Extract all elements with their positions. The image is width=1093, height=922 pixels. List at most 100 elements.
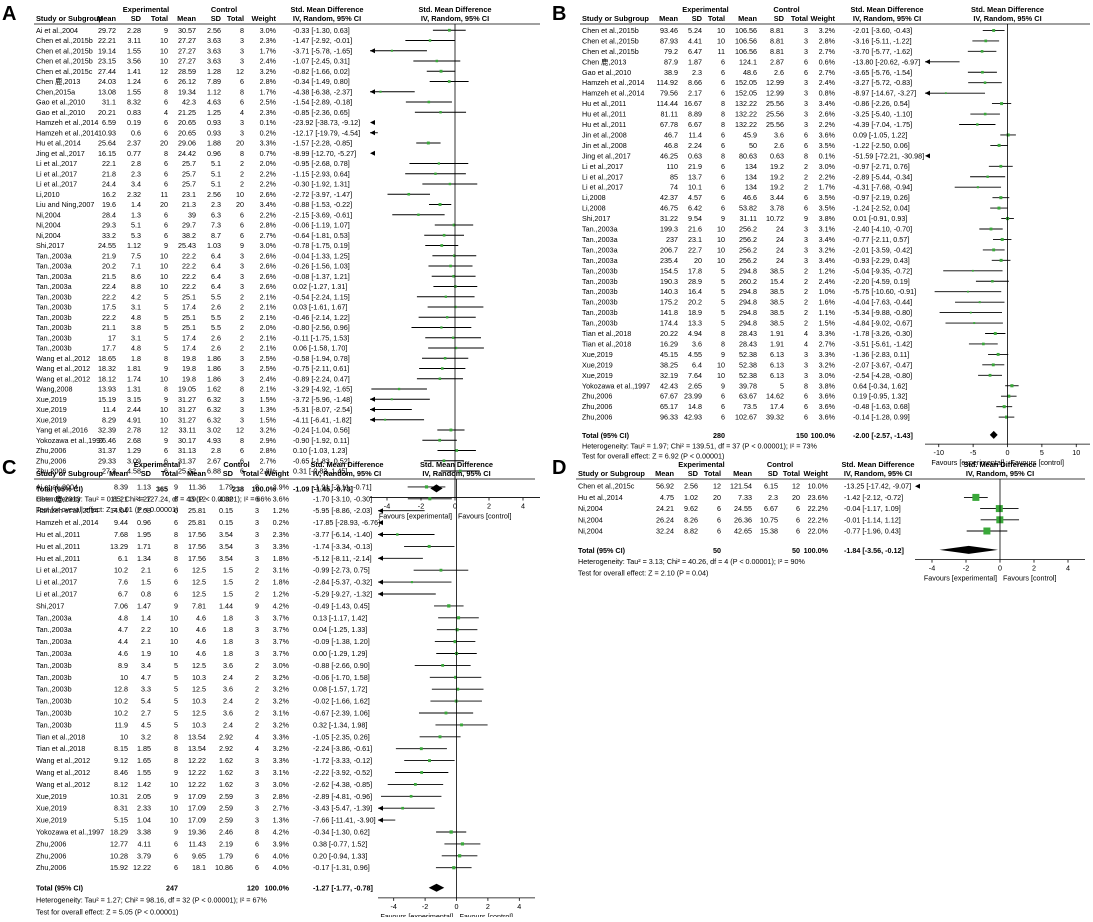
study-weight: 2.6% (819, 110, 836, 119)
ctrl-mean: 132.22 (735, 110, 757, 119)
study-ci-text: -0.89 [-2.24, 0.47] (293, 374, 350, 383)
ctrl-sd: 24 (776, 256, 784, 265)
study-weight: 2.2% (260, 169, 277, 178)
study-weight: 0.2% (260, 128, 277, 137)
exp-sd: 3.4 (131, 180, 141, 189)
study-name: Tan.,2003b (36, 685, 72, 694)
ctrl-mean: 21.25 (178, 108, 196, 117)
exp-mean: 237 (666, 235, 678, 244)
study-row: Chen et al.,2015b 23.15 3.56 10 27.27 3.63 3 2.… (36, 57, 461, 66)
ctrl-mean: 42.65 (734, 527, 752, 536)
study-row: Zhu,2006 31.37 1.29 6 31.13 2.8 6 2.8% 0.10 [-1.… (36, 446, 476, 455)
study-row: Jin et al.,2008 46.7 11.4 6 45.9 3.6 6 3.6% 0.09… (582, 130, 1016, 139)
study-weight: 3.6% (273, 494, 290, 503)
ctrl-mean: 31.27 (178, 415, 196, 424)
study-row: Li et al.,2017 74 10.1 6 134 19.2 2 1.7% -4.31 [… (582, 183, 1002, 192)
exp-mean: 31.1 (102, 98, 116, 107)
point-estimate (991, 363, 995, 367)
ctrl-total: 2 (804, 162, 808, 171)
exp-sd: 5.3 (131, 231, 141, 240)
study-ci-text: -0.30 [-1.92, 1.31] (293, 180, 350, 189)
study-name: Tan.,2003a (36, 613, 72, 622)
study-weight: 2.8% (273, 792, 290, 801)
ctrl-total: 3 (804, 371, 808, 380)
study-name: Tan.,2003b (36, 344, 72, 353)
ctrl-total: 8 (240, 26, 244, 35)
exp-sd: 4.11 (138, 839, 151, 848)
exp-total: 12 (160, 426, 168, 435)
ctrl-mean: 294.8 (739, 308, 757, 317)
ctrl-sd: 1.86 (207, 364, 221, 373)
ctrl-mean: 46.6 (743, 193, 757, 202)
study-weight: 3.7% (273, 649, 290, 658)
ctrl-mean: 4.6 (196, 613, 206, 622)
exp-sd: 3.1 (131, 333, 141, 342)
ctrl-total: 2 (804, 183, 808, 192)
study-row: Tian et al.,2018 10 3.2 8 13.54 2.92 4 3.3% -1.0… (36, 732, 461, 741)
exp-mean: 15.19 (98, 395, 116, 404)
exp-mean: 46.75 (660, 204, 678, 213)
ctrl-mean: 17.4 (182, 344, 196, 353)
study-row: Wang,2008 13.93 1.31 8 19.05 1.62 8 2.1% -3.29 [… (36, 385, 427, 394)
exp-sd: 9.62 (684, 504, 698, 513)
ctrl-total: 6 (240, 210, 244, 219)
ctrl-mean: 42.3 (182, 98, 196, 107)
ctrl-total: 3 (804, 89, 808, 98)
ctrl-mean: 152.05 (735, 89, 757, 98)
study-weight: 1.8% (273, 578, 290, 587)
study-weight: 2.2% (260, 180, 277, 189)
exp-sd: 1.65 (137, 756, 151, 765)
ci-arrow-left (370, 89, 375, 95)
ctrl-mean: 25.81 (188, 518, 206, 527)
ctrl-total: 6 (240, 231, 244, 240)
study-row: Hu et al.,2011 7.68 1.95 8 17.56 3.54 3 2.3% -3.… (36, 530, 435, 539)
point-estimate (401, 806, 404, 810)
exp-sd: 0.6 (131, 128, 141, 137)
ci-arrow-left (378, 579, 383, 585)
exp-total: 10 (717, 225, 725, 234)
study-name: Tan.,2003b (582, 308, 618, 317)
ci-arrow-left (925, 90, 930, 96)
exp-total: 6 (721, 78, 725, 87)
exp-total: 6 (721, 204, 725, 213)
exp-total: 6 (717, 504, 721, 513)
total-ci-text: -1.09 [-1.45, -0.73] (293, 484, 353, 493)
exp-total: 8 (164, 354, 168, 363)
study-ci-text: -0.06 [-1.70, 1.58] (313, 673, 370, 682)
exp-sd: 13.3 (688, 319, 702, 328)
ctrl-sd: 12.99 (766, 78, 784, 87)
ctrl-mean: 63.67 (739, 392, 757, 401)
exp-sd: 1.41 (127, 67, 141, 76)
exp-mean: 21.1 (102, 323, 116, 332)
ctrl-mean: 17.09 (188, 804, 206, 813)
study-name: Xue,2019 (36, 804, 67, 813)
ctrl-sd: 1.62 (219, 756, 233, 765)
study-weight: 0.1% (819, 151, 836, 160)
exp-total: 5 (174, 697, 178, 706)
point-estimate (439, 568, 443, 572)
ctrl-total: 3 (240, 405, 244, 414)
exp-sd: 1.12 (127, 241, 141, 250)
study-row: Hu et al.,2011 13.29 1.71 8 17.56 3.54 3 3.3% -1… (36, 542, 455, 551)
study-weight: 1.5% (819, 319, 836, 328)
ctrl-mean: 21.3 (182, 200, 196, 209)
study-weight: 3.2% (273, 673, 290, 682)
study-weight: 3.5% (819, 204, 836, 213)
study-row: Hu et al.,2011 81.11 8.89 8 132.22 25.56 3 2.6%… (582, 110, 1000, 119)
exp-mean: 17.7 (102, 344, 116, 353)
header-ci-left: IV, Random, 95% CI (313, 469, 381, 478)
ctrl-sd: 1.28 (207, 67, 221, 76)
ctrl-mean: 134 (745, 183, 757, 192)
ctrl-sd: 2.59 (219, 816, 233, 825)
study-weight: 3.3% (260, 139, 277, 148)
study-ci-text: -3.16 [-5.11, -1.22] (853, 36, 912, 45)
study-ci-text: -0.80 [-2.56, 0.96] (293, 323, 350, 332)
exp-mean: 199.3 (660, 225, 678, 234)
pooled-diamond (428, 883, 445, 892)
x-tick-label: -5 (970, 448, 976, 457)
exp-sd: 2.2 (141, 625, 151, 634)
study-name: Tan.,2003b (36, 333, 72, 342)
study-row: Tan.,2003a 20.2 7.1 10 22.2 6.4 3 2.6% -0.26 [-1… (36, 262, 473, 271)
study-row: Wang et al.,2012 8.46 1.55 9 12.22 1.62 3 3.1% -… (36, 768, 449, 777)
total-ci-text: -1.27 [-1.77, -0.78] (313, 884, 373, 893)
